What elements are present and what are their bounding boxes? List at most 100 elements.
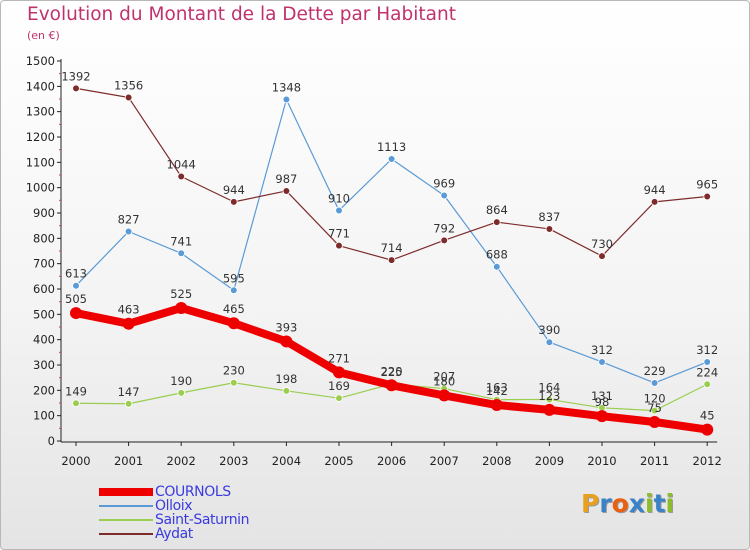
data-point	[703, 192, 711, 201]
data-point	[70, 307, 82, 320]
y-tick-label: 1100	[26, 155, 55, 169]
data-label: 505	[65, 292, 87, 306]
y-tick-label: 300	[33, 358, 55, 372]
y-tick-label: 1400	[26, 79, 55, 93]
data-point	[490, 399, 503, 412]
x-tick-label: 2010	[587, 454, 616, 468]
data-point	[492, 262, 501, 271]
data-label: 393	[275, 320, 297, 334]
data-point	[175, 302, 188, 314]
legend-item: Saint-Saturnin	[99, 512, 339, 528]
brand-logo: Proxiti	[581, 489, 674, 518]
data-point	[333, 366, 345, 379]
data-label: 1113	[377, 140, 406, 154]
data-label: 595	[223, 271, 245, 285]
chart-title: Evolution du Montant de la Dette par Hab…	[27, 4, 456, 25]
data-label: 312	[696, 343, 718, 357]
data-label: 944	[223, 183, 245, 197]
legend-item: COURNOLS	[99, 484, 339, 500]
data-label: 207	[433, 370, 455, 384]
data-point	[177, 172, 186, 181]
data-label: 224	[696, 365, 718, 379]
data-point	[440, 236, 449, 245]
chart-legend: COURNOLS Olloix Saint-Saturnin Aydat	[99, 484, 339, 542]
data-label: 771	[328, 227, 350, 241]
data-point	[72, 281, 80, 290]
brand-letter: r	[599, 489, 612, 518]
data-label: 198	[275, 372, 297, 386]
brand-letter: i	[665, 489, 675, 518]
legend-swatch	[99, 519, 153, 521]
data-label: 864	[486, 203, 508, 217]
data-point	[545, 225, 554, 233]
y-tick-label: 400	[33, 333, 55, 347]
y-tick-label: 1000	[26, 181, 55, 195]
legend-label: COURNOLS	[155, 484, 231, 500]
data-label: 465	[223, 302, 245, 316]
x-tick-label: 2004	[272, 454, 301, 468]
data-point	[598, 358, 606, 366]
brand-letter: P	[581, 489, 600, 518]
data-label: 910	[328, 191, 350, 205]
data-point	[282, 387, 291, 395]
y-tick-label: 700	[33, 257, 55, 271]
legend-swatch	[99, 533, 153, 535]
data-point	[280, 335, 293, 348]
data-point	[72, 84, 80, 93]
data-point	[177, 249, 186, 258]
y-tick-label: 600	[33, 282, 55, 296]
data-label: 714	[381, 241, 403, 255]
data-point	[440, 191, 449, 200]
x-tick-label: 2003	[219, 454, 248, 468]
data-point	[124, 227, 133, 236]
legend-swatch	[99, 488, 153, 496]
data-label: 688	[486, 248, 508, 262]
data-point	[387, 155, 396, 163]
y-tick-label: 200	[33, 383, 55, 397]
chart-unit: (en €)	[27, 29, 60, 42]
brand-letter: x	[628, 489, 645, 518]
data-point	[282, 187, 291, 195]
data-label: 180	[433, 374, 455, 388]
data-label: 229	[644, 364, 666, 378]
data-label: 149	[65, 384, 87, 398]
data-label: 390	[538, 323, 560, 337]
data-label: 169	[328, 379, 350, 393]
y-tick-label: 1200	[26, 130, 55, 144]
x-tick-label: 2007	[430, 454, 459, 468]
brand-letter: i	[645, 489, 654, 518]
data-label: 613	[65, 267, 87, 281]
x-tick-label: 2008	[482, 454, 511, 468]
data-label: 944	[644, 183, 666, 197]
data-point	[596, 410, 608, 423]
data-label: 230	[223, 364, 245, 378]
data-point	[124, 93, 133, 102]
x-tick-label: 2011	[640, 454, 669, 468]
data-label: 837	[538, 210, 560, 224]
data-point	[122, 317, 135, 330]
data-point	[648, 416, 661, 428]
data-point	[545, 338, 554, 347]
data-point	[543, 403, 556, 416]
data-label: 271	[328, 351, 350, 365]
data-label: 987	[275, 172, 297, 186]
data-label: 98	[595, 395, 610, 409]
data-label: 792	[433, 221, 455, 235]
data-point	[703, 358, 711, 366]
y-tick-label: 800	[33, 231, 55, 245]
y-tick-label: 1500	[26, 54, 55, 68]
legend-swatch	[99, 505, 153, 507]
data-point	[124, 399, 133, 408]
data-label: 147	[118, 385, 140, 399]
legend-label: Olloix	[155, 498, 193, 514]
data-point	[492, 218, 501, 226]
x-tick-label: 2005	[324, 454, 353, 468]
x-tick-label: 2000	[61, 454, 90, 468]
y-tick-label: 900	[33, 206, 55, 220]
y-tick-label: 100	[33, 409, 55, 423]
data-label: 1356	[114, 78, 143, 92]
data-label: 525	[170, 287, 192, 301]
data-label: 312	[591, 343, 613, 357]
data-label: 463	[118, 303, 140, 317]
